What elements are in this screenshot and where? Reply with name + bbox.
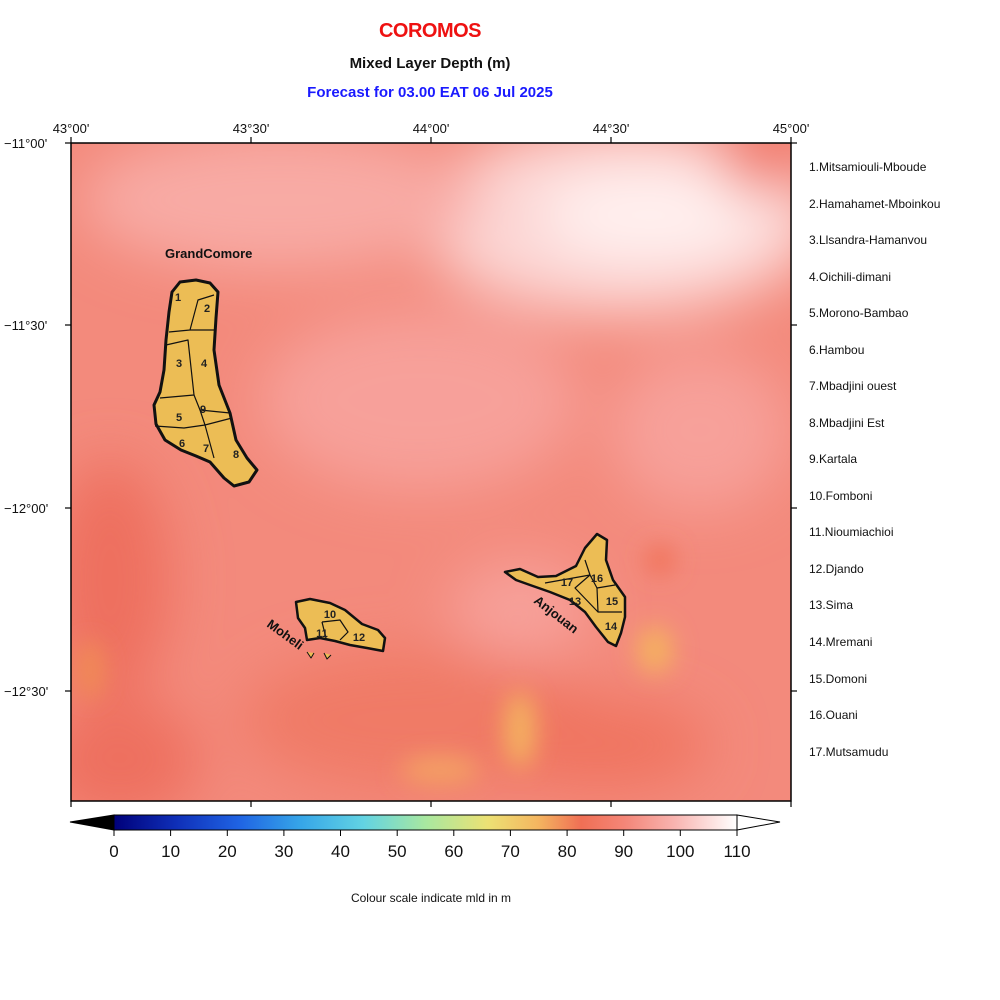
colorbar-tick-label: 70 [500, 842, 520, 861]
region-legend-item: 12.Djando [809, 562, 864, 576]
region-legend-item: 16.Ouani [809, 708, 858, 722]
region-number: 1 [175, 292, 181, 304]
region-number: 7 [203, 443, 209, 455]
region-legend-item: 4.Oichili-dimani [809, 270, 892, 284]
region-legend-item: 6.Hambou [809, 343, 865, 357]
variable-subtitle: Mixed Layer Depth (m) [349, 55, 511, 72]
colorbar-tick-label: 20 [217, 842, 237, 861]
region-number: 5 [176, 412, 182, 424]
region-legend-item: 7.Mbadjini ouest [809, 379, 897, 393]
region-number: 9 [200, 404, 206, 416]
region-legend-item: 13.Sima [809, 598, 854, 612]
colorbar-tick-label: 60 [444, 842, 464, 861]
region-number: 12 [353, 632, 365, 644]
region-number: 13 [569, 596, 581, 608]
colorbar [69, 814, 781, 836]
lon-tick-label: 43°30' [232, 121, 270, 136]
region-legend-item: 2.Hamahamet-Mboinkou [809, 197, 941, 211]
colorbar-tick-label: 80 [557, 842, 577, 861]
colorbar-tick-label: 100 [666, 842, 695, 861]
region-number: 6 [179, 438, 185, 450]
region-number: 15 [606, 596, 618, 608]
mld-field [71, 143, 791, 801]
lat-tick-label: −11°00' [4, 136, 48, 151]
colorbar-tick-label: 30 [274, 842, 294, 861]
lat-tick-label: −11°30' [4, 318, 48, 333]
map-ticks [65, 137, 797, 807]
lat-tick-label: −12°00' [4, 501, 49, 516]
region-number: 14 [605, 621, 618, 633]
region-number: 11 [316, 628, 328, 640]
lon-tick-label: 45°00' [772, 121, 810, 136]
region-legend-item: 1.Mitsamiouli-Mboude [809, 160, 927, 174]
lat-tick-label: −12°30' [4, 684, 49, 699]
lon-tick-label: 43°00' [52, 121, 90, 136]
region-legend-item: 10.Fomboni [809, 489, 873, 503]
lon-tick-label: 44°00' [412, 121, 450, 136]
colorbar-tick-label: 40 [331, 842, 350, 861]
region-numbers: 1 2 3 4 5 6 7 8 9 10 11 12 13 14 15 16 1… [175, 292, 618, 644]
colorbar-caption: Colour scale indicate mld in m [350, 891, 512, 905]
forecast-time: Forecast for 03.00 EAT 06 Jul 2025 [307, 84, 553, 101]
region-number: 16 [591, 573, 603, 585]
region-legend-item: 17.Mutsamudu [809, 745, 889, 759]
region-legend-item: 11.Nioumiachioi [809, 525, 894, 539]
colorbar-tick-label: 90 [614, 842, 634, 861]
region-number: 2 [204, 303, 210, 315]
region-legend-item: 14.Mremani [809, 635, 873, 649]
region-number: 17 [561, 577, 573, 589]
moheli-island [294, 597, 387, 660]
region-number: 3 [176, 358, 182, 370]
colorbar-tick-label: 110 [723, 842, 751, 861]
grand-comore-label: GrandComore [165, 246, 252, 261]
anjouan-island [503, 532, 627, 648]
colorbar-tick-label: 0 [109, 842, 119, 861]
region-legend-item: 15.Domoni [809, 672, 868, 686]
region-legend-item: 3.Llsandra-Hamanvou [809, 233, 928, 247]
region-number: 10 [324, 609, 336, 621]
colorbar-tick-label: 10 [161, 842, 181, 861]
region-legend-item: 5.Morono-Bambao [809, 306, 909, 320]
region-legend-item: 8.Mbadjini Est [809, 416, 885, 430]
grand-comore-island [152, 278, 259, 488]
colorbar-tick-label: 50 [387, 842, 407, 861]
region-legend-item: 9.Kartala [809, 452, 858, 466]
lon-tick-label: 44°30' [592, 121, 630, 136]
region-number: 4 [201, 358, 208, 370]
map-title: COROMOS [378, 20, 482, 42]
region-number: 8 [233, 449, 239, 461]
